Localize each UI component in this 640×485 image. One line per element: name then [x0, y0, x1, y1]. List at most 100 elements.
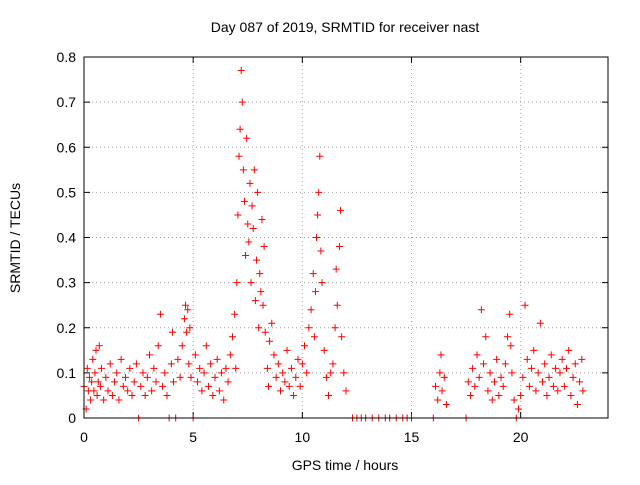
y-tick-label: 0.6: [57, 139, 77, 155]
data-point: [266, 337, 274, 345]
data-point: [218, 369, 226, 377]
data-point: [168, 328, 176, 336]
data-point: [552, 364, 560, 372]
plot-frame: [83, 56, 609, 419]
y-axis-label: SRMTID / TECUs: [7, 183, 23, 293]
data-point: [247, 279, 255, 287]
data-point: [521, 301, 529, 309]
data-point: [338, 333, 346, 341]
data-point: [322, 373, 330, 381]
data-point: [442, 400, 450, 408]
data-point: [545, 373, 553, 381]
data-point: [331, 324, 339, 332]
data-point: [104, 387, 112, 395]
data-point: [96, 382, 104, 390]
data-point: [263, 364, 271, 372]
data-point: [83, 364, 91, 372]
y-tick-label: 0: [68, 410, 76, 426]
data-point: [466, 391, 474, 399]
data-point: [106, 360, 114, 368]
data-point: [261, 328, 269, 336]
data-point: [495, 391, 503, 399]
data-point: [434, 396, 442, 404]
data-point: [128, 391, 136, 399]
data-point: [200, 369, 208, 377]
data-point: [320, 346, 328, 354]
data-point: [493, 355, 501, 363]
data-point: [115, 396, 123, 404]
data-points: [80, 67, 587, 422]
data-point: [92, 346, 100, 354]
data-point: [154, 342, 162, 350]
data-point: [292, 373, 300, 381]
data-point: [517, 391, 525, 399]
data-point: [93, 391, 101, 399]
data-point: [438, 387, 446, 395]
data-point: [528, 364, 536, 372]
data-point: [249, 224, 257, 232]
data-point: [327, 369, 335, 377]
data-point: [183, 328, 191, 336]
y-tick-label: 0.5: [57, 184, 77, 200]
data-point: [252, 256, 260, 264]
grid-lines: [84, 57, 608, 418]
data-point: [477, 306, 485, 314]
data-point: [287, 364, 295, 372]
axis-ticks: 0 0.1 0.2 0.3 0.4 0.5 0.6 0.7 0.8 0 5 10 15 20: [57, 49, 608, 445]
data-point: [556, 369, 564, 377]
data-point: [224, 378, 232, 386]
data-point: [317, 247, 325, 255]
data-point: [268, 319, 276, 327]
data-point: [88, 378, 96, 386]
data-point: [141, 391, 149, 399]
data-point: [563, 364, 571, 372]
data-point: [560, 382, 568, 390]
data-point: [281, 378, 289, 386]
data-point: [258, 215, 266, 223]
data-point: [569, 373, 577, 381]
data-point: [534, 369, 542, 377]
data-point: [309, 270, 317, 278]
data-point: [274, 360, 282, 368]
data-point: [547, 351, 555, 359]
data-point: [340, 369, 348, 377]
data-point: [259, 301, 267, 309]
x-tick-label: 10: [295, 429, 311, 445]
data-point: [499, 382, 507, 390]
data-point: [137, 382, 145, 390]
data-point: [207, 360, 215, 368]
data-point: [539, 378, 546, 386]
data-point: [202, 342, 210, 350]
data-point: [283, 346, 291, 354]
data-point: [143, 373, 151, 381]
data-point: [185, 360, 193, 368]
data-point: [256, 270, 264, 278]
data-point: [573, 400, 581, 408]
data-point: [108, 391, 116, 399]
y-tick-label: 0.2: [57, 320, 77, 336]
data-point: [342, 387, 350, 395]
data-point: [579, 387, 587, 395]
data-point: [437, 351, 445, 359]
data-point: [290, 391, 298, 399]
data-point: [100, 396, 108, 404]
data-point: [464, 378, 472, 386]
data-point: [301, 342, 309, 350]
data-point: [469, 364, 477, 372]
x-tick-label: 20: [513, 429, 529, 445]
data-point: [150, 364, 158, 372]
data-point: [237, 67, 245, 75]
data-point: [89, 355, 97, 363]
data-point: [436, 369, 444, 377]
data-point: [311, 288, 319, 296]
data-point: [303, 369, 311, 377]
data-point: [184, 306, 192, 314]
data-point: [497, 373, 505, 381]
data-point: [255, 324, 263, 332]
data-point: [315, 188, 323, 196]
data-point: [294, 355, 302, 363]
data-point: [440, 373, 448, 381]
data-point: [296, 382, 304, 390]
data-point: [475, 373, 483, 381]
